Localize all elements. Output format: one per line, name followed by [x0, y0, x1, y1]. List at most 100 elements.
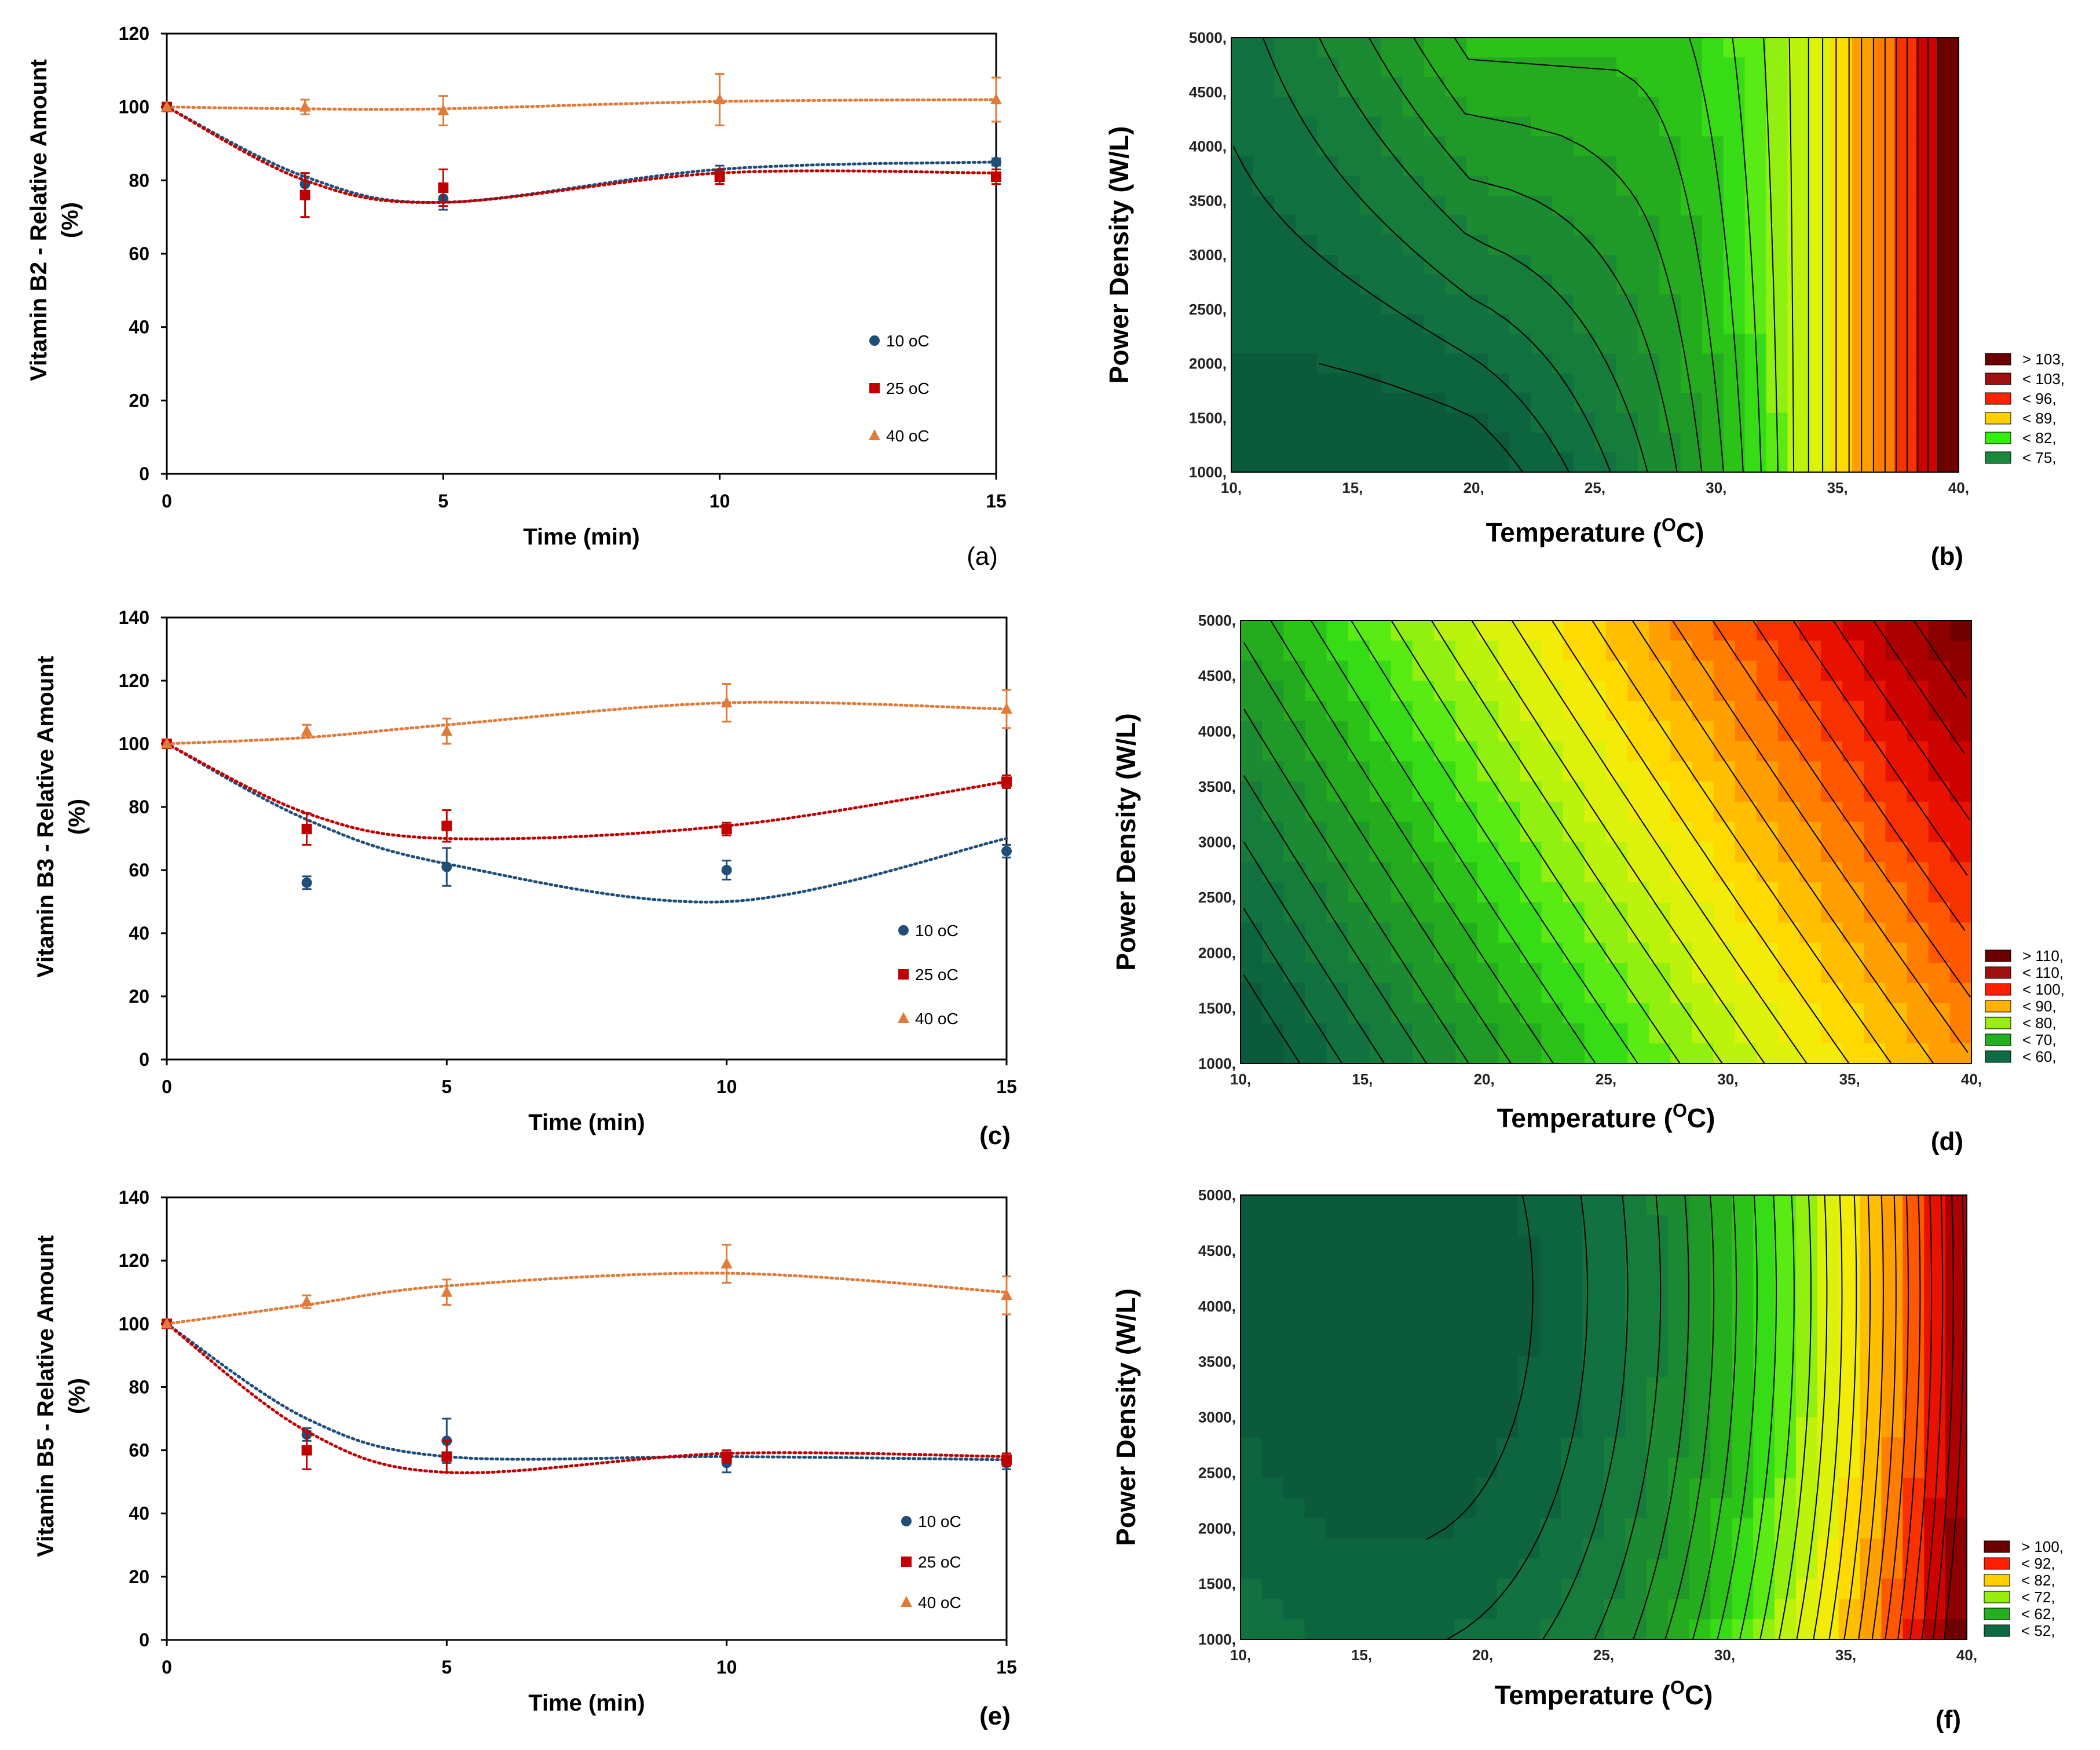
contour-cell — [1411, 1619, 1433, 1639]
contour-cell — [1541, 761, 1564, 783]
legend-label: 25 oC — [886, 379, 930, 397]
contour-cell — [1411, 1195, 1433, 1216]
contour-cell — [1637, 235, 1660, 255]
contour-cell — [1432, 1296, 1455, 1317]
contour-cell — [1735, 942, 1757, 964]
contour-cell — [1381, 195, 1403, 216]
contour-cell — [1817, 1336, 1839, 1357]
data-point — [161, 100, 173, 112]
contour-cell — [1241, 660, 1263, 682]
contour-cell — [1949, 942, 1971, 964]
contour-cell — [1509, 294, 1532, 315]
contour-cell — [1262, 821, 1285, 843]
contour-cell — [1937, 195, 1959, 216]
series-square — [162, 101, 1001, 218]
contour-cell — [1907, 963, 1929, 984]
contour-cell — [1231, 314, 1253, 335]
contour-cell — [1304, 1619, 1327, 1639]
contour-cell — [1262, 902, 1285, 923]
contour-cell — [1627, 842, 1650, 863]
contour-cell — [1391, 721, 1413, 742]
contour-cell — [1477, 963, 1499, 984]
isoline — [1763, 38, 1779, 472]
contour-cell — [1432, 1619, 1455, 1639]
contour-cell — [1283, 902, 1306, 923]
contour-cell — [1261, 1417, 1284, 1438]
contour-cell — [1787, 412, 1810, 433]
contour-cell — [1595, 412, 1617, 433]
contour-cell — [1799, 862, 1822, 883]
contour-cell — [1907, 781, 1929, 802]
y-tick-label: 80 — [129, 170, 149, 191]
contour-cell — [1412, 801, 1435, 823]
contour-cell — [1541, 963, 1564, 984]
contour-cell — [1916, 116, 1938, 137]
contour-cell — [1304, 1296, 1327, 1317]
contour-cell — [1304, 1457, 1327, 1479]
contour-cell — [1283, 942, 1306, 964]
contour-cell — [1860, 1255, 1882, 1277]
contour-cell — [1261, 1316, 1284, 1338]
contour-cell — [1838, 1397, 1861, 1418]
contour-cell — [1574, 97, 1596, 118]
contour-cell — [1766, 334, 1788, 355]
contour-cell — [1252, 97, 1275, 118]
y-tick-label: 4500, — [1189, 83, 1227, 101]
contour-cell — [1520, 741, 1542, 762]
contour-cell — [1241, 882, 1263, 903]
contour-cell — [1520, 681, 1542, 702]
contour-chart-b: 10, 15, 20, 25, 30, 35, 40,1000,1500,2000,2500… — [1104, 29, 2065, 571]
contour-cell — [1873, 97, 1896, 118]
contour-cell — [1348, 660, 1370, 682]
contour-cell — [1692, 721, 1714, 742]
contour-cell — [1411, 1336, 1433, 1357]
contour-cell — [1670, 620, 1693, 641]
contour-cell — [1295, 235, 1318, 255]
contour-cell — [1262, 781, 1285, 802]
contour-cell — [1369, 1023, 1392, 1044]
contour-cell — [1723, 373, 1746, 394]
contour-cell — [1552, 393, 1575, 414]
contour-cell — [1753, 1195, 1776, 1216]
contour-cell — [1454, 1316, 1476, 1338]
plot-frame — [1240, 1194, 1967, 1640]
contour-cell — [1241, 1497, 1263, 1519]
contour-cell — [1304, 1215, 1327, 1236]
contour-cell — [1574, 314, 1596, 335]
x-tick-label: 40, — [1961, 1071, 1982, 1088]
contour-cell — [1735, 1003, 1757, 1024]
contour-cell — [1604, 1195, 1626, 1216]
contour-cell — [1582, 1356, 1604, 1378]
contour-cell — [1304, 1518, 1327, 1539]
contour-cell — [1497, 1599, 1519, 1620]
contour-cell — [1606, 640, 1629, 662]
y-tick-label: 60 — [129, 860, 149, 881]
contour-cell — [1509, 412, 1532, 433]
contour-cell — [1338, 97, 1360, 118]
contour-cell — [1852, 97, 1874, 118]
contour-cell — [1667, 1276, 1690, 1297]
contour-cell — [1412, 620, 1435, 641]
contour-cell — [1432, 1215, 1455, 1236]
contour-cell — [1945, 1336, 1967, 1357]
contour-cell — [1391, 741, 1413, 762]
contour-cell — [1411, 1215, 1433, 1236]
contour-cell — [1649, 741, 1671, 762]
contour-cell — [1949, 1003, 1971, 1024]
contour-cell — [1326, 1518, 1348, 1539]
contour-cell — [1809, 235, 1831, 255]
contour-cell — [1659, 334, 1681, 355]
contour-cell — [1949, 620, 1971, 641]
contour-cell — [1646, 1478, 1669, 1499]
contour-cell — [1894, 156, 1917, 177]
contour-cell — [1231, 116, 1253, 137]
contour-cell — [1295, 176, 1318, 196]
contour-cell — [1304, 1558, 1327, 1580]
contour-cell — [1606, 701, 1629, 722]
contour-cell — [1347, 1195, 1370, 1216]
contour-cell — [1787, 334, 1810, 355]
contour-cell — [1680, 314, 1703, 335]
contour-cell — [1274, 195, 1296, 216]
contour-cell — [1584, 1003, 1607, 1024]
contour-cell — [1391, 922, 1413, 944]
